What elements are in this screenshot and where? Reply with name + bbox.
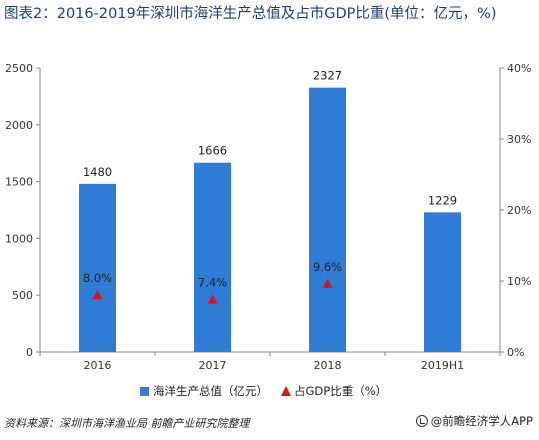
bar-value-label: 1666 xyxy=(198,144,227,158)
ratio-value-label: 8.0% xyxy=(83,271,112,285)
chart-title: 图表2：2016-2019年深圳市海洋生产总值及占市GDP比重(单位：亿元，%) xyxy=(4,6,497,22)
y-tick-label-left: 1500 xyxy=(5,176,33,189)
bar-value-label: 2327 xyxy=(313,69,342,83)
brand-label: @前瞻经济学人APP xyxy=(430,414,533,428)
brand-logo-icon xyxy=(415,415,428,427)
x-tick-label: 2016 xyxy=(84,359,112,372)
y-tick-label-left: 2500 xyxy=(5,62,33,75)
y-tick-label-left: 500 xyxy=(12,289,33,302)
legend-label-marker: 占GDP比重（%） xyxy=(294,384,387,398)
bar-value-label: 1480 xyxy=(83,165,112,179)
bar xyxy=(309,87,346,352)
y-tick-label-right: 20% xyxy=(507,204,531,217)
brand-credit: @前瞻经济学人APP xyxy=(415,413,533,429)
legend-label-bar: 海洋生产总值（亿元） xyxy=(153,384,268,398)
y-tick-label-right: 0% xyxy=(507,346,524,359)
legend-swatch-marker xyxy=(281,386,291,396)
ratio-value-label: 7.4% xyxy=(198,275,227,289)
y-tick-label-left: 1000 xyxy=(5,232,33,245)
x-tick-label: 2019H1 xyxy=(421,359,464,372)
bar xyxy=(424,212,461,352)
legend-swatch-bar xyxy=(140,387,149,396)
ratio-value-label: 9.6% xyxy=(313,260,342,274)
x-tick-label: 2017 xyxy=(199,359,227,372)
y-tick-label-right: 30% xyxy=(507,133,531,146)
y-tick-label-left: 2000 xyxy=(5,119,33,132)
bar xyxy=(194,162,231,352)
bar xyxy=(79,183,116,352)
ratio-marker xyxy=(322,278,333,288)
y-tick-label-left: 0 xyxy=(26,346,33,359)
y-tick-label-right: 40% xyxy=(507,62,531,75)
source-note: 资料来源：深圳市海洋渔业局 前瞻产业研究院整理 xyxy=(4,417,250,430)
x-tick-label: 2018 xyxy=(314,359,342,372)
y-tick-label-right: 10% xyxy=(507,275,531,288)
ratio-marker xyxy=(92,290,103,300)
ratio-marker xyxy=(207,294,218,304)
bar-value-label: 1229 xyxy=(428,193,457,207)
